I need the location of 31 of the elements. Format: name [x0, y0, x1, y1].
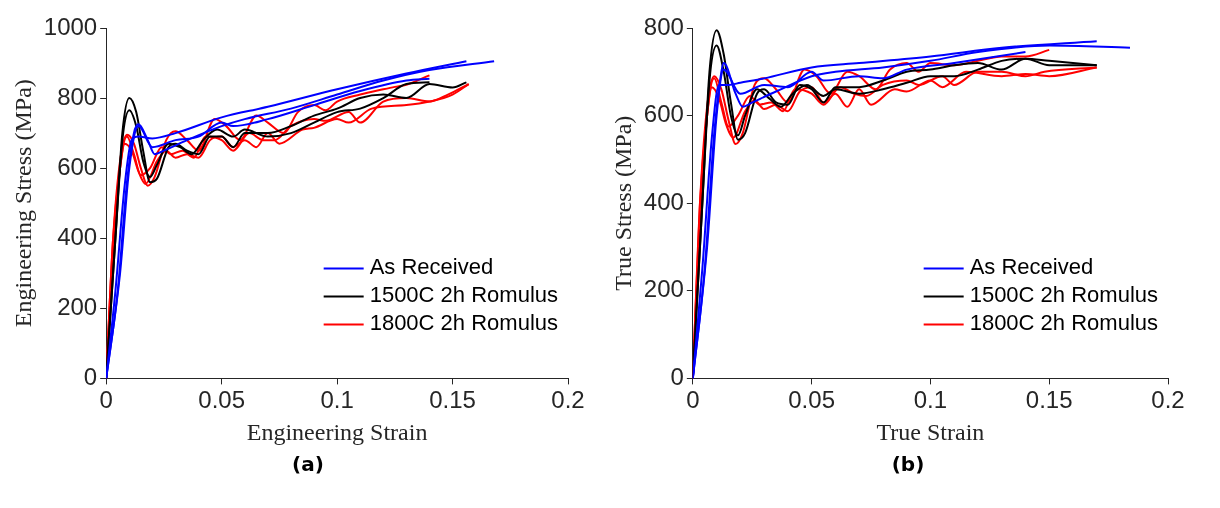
y-tick-label: 600	[57, 152, 98, 180]
x-axis-title: Engineering Strain	[246, 418, 428, 445]
y-tick-label: 200	[57, 292, 98, 320]
legend-label: 1500C 2h Romulus	[969, 282, 1159, 308]
x-tick-label: 0.05	[788, 386, 835, 414]
y-axis-title: True Stress (MPa)	[609, 115, 636, 291]
x-tick-label: 0.15	[429, 386, 476, 414]
x-tick-label: 0.05	[198, 386, 245, 414]
y-axis-title: Engineering Stress (MPa)	[9, 79, 36, 328]
text: (b)	[890, 452, 926, 476]
x-tick-label: 0.1	[913, 386, 948, 414]
y-tick-label: 0	[670, 363, 684, 391]
y-tick-label: 600	[643, 100, 684, 128]
y-tick-label: 400	[57, 222, 98, 250]
x-tick-label: 0.1	[320, 386, 354, 414]
legend-label: 1800C 2h Romulus	[369, 310, 559, 336]
y-tick-label: 0	[83, 363, 98, 391]
legend-label: 1500C 2h Romulus	[369, 282, 559, 308]
x-tick-label: 0.2	[551, 386, 585, 414]
y-tick-label: 800	[643, 12, 684, 40]
legend-label: 1800C 2h Romulus	[969, 310, 1159, 336]
legend-label: As Received	[969, 254, 1094, 280]
x-axis-title: True Strain	[876, 418, 985, 445]
x-tick-label: 0.15	[1025, 386, 1073, 414]
y-tick-label: 1000	[43, 12, 98, 40]
y-tick-label: 800	[57, 82, 98, 110]
y-tick-label: 200	[643, 275, 684, 303]
legend-label: As Received	[369, 254, 494, 280]
x-tick-label: 0.2	[1151, 386, 1185, 414]
text: (a)	[291, 452, 325, 476]
y-tick-label: 400	[643, 187, 684, 215]
